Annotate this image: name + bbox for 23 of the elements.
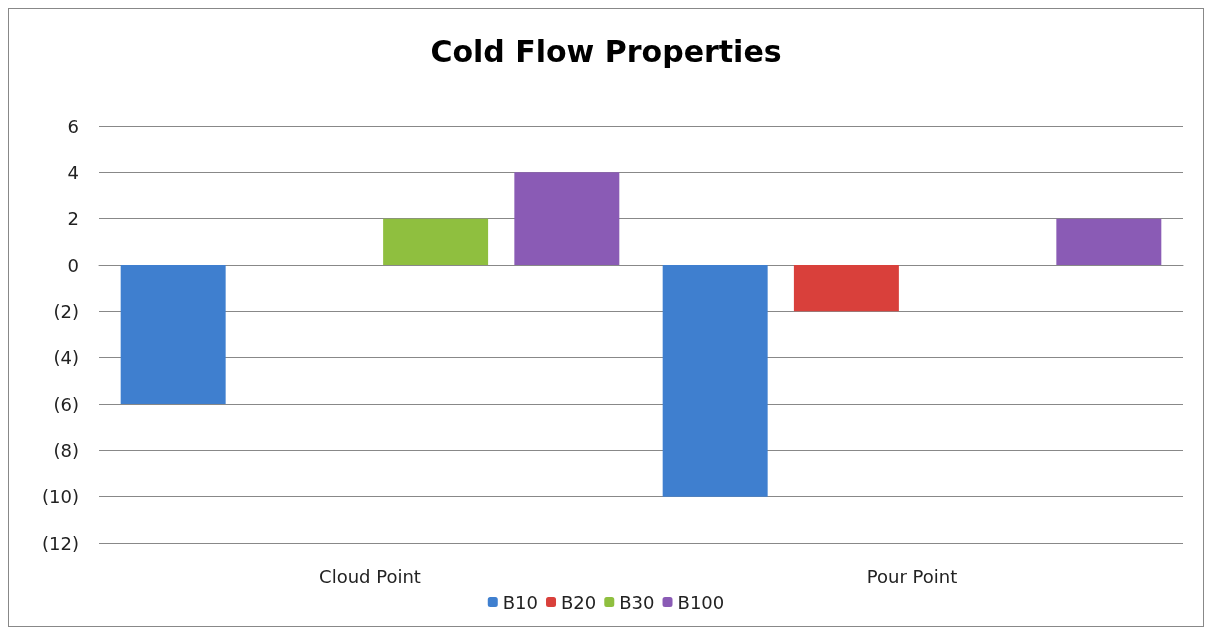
- y-tick-label: (12): [42, 532, 79, 554]
- y-tick-label: 2: [67, 208, 79, 230]
- bar: [120, 265, 226, 404]
- y-tick-label: 6: [67, 115, 79, 137]
- bar: [514, 172, 620, 265]
- bar: [793, 265, 899, 312]
- legend-label: B20: [561, 591, 597, 613]
- legend-label: B30: [619, 591, 655, 613]
- legend-label: B10: [502, 591, 539, 613]
- bar: [1056, 218, 1162, 265]
- y-tick-label: (2): [53, 300, 79, 322]
- legend-label: B100: [677, 591, 725, 613]
- x-tick-label: Cloud Point: [319, 565, 421, 587]
- y-tick-label: 0: [67, 254, 79, 276]
- x-tick-label: Pour Point: [866, 565, 958, 587]
- bar: [383, 218, 489, 265]
- chart-title: Cold Flow Properties: [430, 33, 782, 69]
- y-tick-label: 4: [67, 161, 79, 183]
- bar: [662, 265, 768, 497]
- y-tick-label: (10): [42, 486, 79, 508]
- y-tick-label: (6): [53, 393, 79, 415]
- y-tick-label: (8): [53, 439, 79, 461]
- y-tick-label: (4): [53, 347, 79, 369]
